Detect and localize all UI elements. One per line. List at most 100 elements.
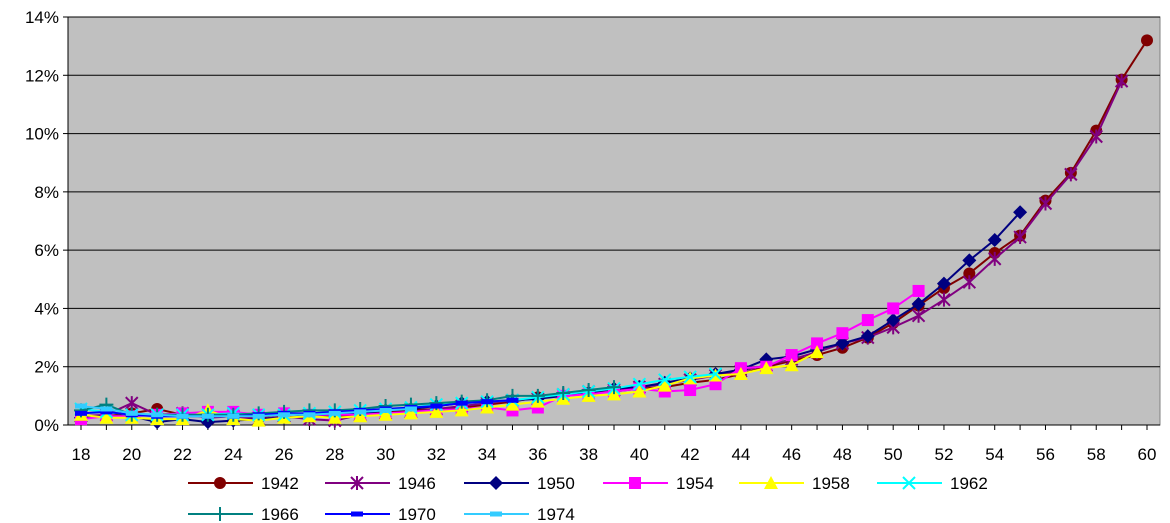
y-tick-label: 0% — [34, 416, 59, 435]
x-axis: 18 20 22 24 26 28 30 32 34 36 38 40 42 44 46 48 50 52 54 56… — [68, 424, 1160, 464]
y-tick-label: 2% — [34, 358, 59, 377]
legend-marker — [489, 476, 503, 490]
gridlines — [68, 16, 1160, 426]
legend-label: 1942 — [261, 474, 299, 493]
legend-item-1966: 1966 — [188, 505, 299, 523]
plot-area — [67, 16, 1161, 426]
series-line-1954 — [80, 290, 920, 421]
data-point-1974 — [201, 413, 214, 419]
legend: 1942 1946 1950 1954 1958 1962 1966 1970 1974 — [188, 474, 988, 523]
x-tick-label: 50 — [884, 445, 903, 464]
data-point-1946 — [1089, 129, 1103, 144]
data-point-1946 — [1013, 230, 1027, 245]
data-point-1950 — [936, 276, 951, 291]
data-point-1950 — [886, 313, 901, 328]
series-layer — [74, 34, 1153, 430]
x-tick-label: 34 — [478, 445, 497, 464]
legend-label: 1946 — [398, 474, 436, 493]
data-point-1974 — [379, 407, 392, 413]
legend-marker — [213, 507, 227, 521]
x-tick-label: 18 — [72, 445, 91, 464]
legend-item-1974: 1974 — [464, 505, 575, 523]
data-point-1950 — [987, 232, 1002, 247]
data-point-1954 — [861, 314, 874, 327]
x-tick-label: 48 — [833, 445, 852, 464]
data-point-1950 — [911, 297, 926, 312]
legend-item-1962: 1962 — [877, 474, 988, 493]
data-point-1958 — [454, 403, 469, 417]
x-tick-label: 26 — [275, 445, 294, 464]
y-tick-label: 12% — [25, 66, 59, 85]
y-tick-label: 14% — [25, 8, 59, 27]
x-tick-label: 32 — [427, 445, 446, 464]
x-tick-label: 40 — [630, 445, 649, 464]
x-tick-label: 60 — [1138, 445, 1157, 464]
data-point-1974 — [328, 410, 341, 416]
data-point-1954 — [887, 302, 900, 315]
data-point-1974 — [100, 406, 113, 412]
data-point-1974 — [278, 412, 291, 418]
x-tick-label: 46 — [782, 445, 801, 464]
data-point-1958 — [657, 378, 672, 392]
data-point-1974 — [404, 406, 417, 412]
data-point-1966 — [607, 380, 621, 395]
data-point-1958 — [810, 345, 825, 359]
data-point-1966 — [530, 388, 545, 403]
data-point-1958 — [429, 404, 444, 418]
data-point-1946 — [1114, 74, 1129, 89]
x-tick-label: 44 — [731, 445, 750, 464]
y-tick-label: 10% — [25, 125, 59, 144]
legend-label: 1970 — [398, 505, 436, 523]
legend-item-1942: 1942 — [188, 474, 299, 493]
data-point-1974 — [151, 412, 164, 418]
data-point-1966 — [556, 385, 571, 400]
data-point-1950 — [962, 253, 977, 268]
data-point-1974 — [303, 412, 316, 418]
data-point-1950 — [835, 336, 850, 351]
data-point-1970 — [430, 403, 443, 409]
data-point-1970 — [455, 400, 468, 406]
x-tick-label: 42 — [681, 445, 700, 464]
data-point-1954 — [912, 284, 925, 297]
data-point-1950 — [860, 329, 875, 344]
data-point-1962 — [683, 370, 697, 384]
legend-marker — [764, 476, 778, 489]
data-point-1970 — [75, 410, 87, 416]
legend-marker — [629, 477, 641, 489]
data-point-1958 — [733, 367, 748, 380]
x-tick-label: 38 — [579, 445, 598, 464]
legend-label: 1954 — [676, 474, 714, 493]
data-point-1974 — [75, 403, 87, 409]
legend-item-1970: 1970 — [325, 505, 436, 523]
data-point-1974 — [176, 413, 189, 419]
data-point-1966 — [581, 383, 596, 398]
legend-item-1954: 1954 — [603, 474, 714, 493]
x-tick-label: 56 — [1036, 445, 1055, 464]
data-point-1970 — [481, 399, 494, 405]
data-point-1950 — [1013, 205, 1028, 220]
x-tick-label: 30 — [376, 445, 395, 464]
data-point-1942 — [1141, 34, 1153, 47]
data-point-1962 — [632, 377, 647, 391]
x-tick-label: 22 — [173, 445, 192, 464]
x-tick-label: 24 — [224, 445, 243, 464]
data-point-1958 — [784, 358, 799, 372]
data-point-1974 — [252, 413, 265, 419]
data-point-1958 — [632, 384, 647, 398]
data-point-1946 — [937, 292, 951, 307]
legend-item-1946: 1946 — [325, 474, 436, 493]
data-point-1970 — [100, 409, 113, 415]
x-tick-label: 28 — [325, 445, 344, 464]
y-tick-label: 4% — [34, 299, 59, 318]
data-point-1958 — [99, 410, 114, 424]
legend-marker — [351, 511, 363, 517]
data-point-1946 — [988, 251, 1002, 266]
data-point-1954 — [836, 327, 849, 340]
legend-label: 1958 — [812, 474, 850, 493]
x-tick-label: 20 — [122, 445, 141, 464]
x-tick-label: 54 — [985, 445, 1004, 464]
data-point-1958 — [403, 406, 418, 420]
legend-marker — [490, 511, 502, 517]
series-1974 — [75, 403, 417, 419]
